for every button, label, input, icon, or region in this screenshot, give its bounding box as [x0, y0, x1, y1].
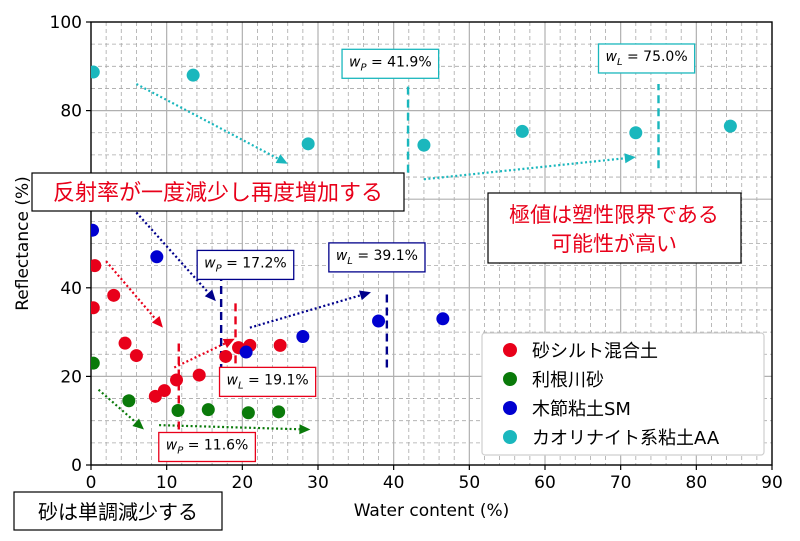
- y-tick-label: 100: [50, 13, 82, 33]
- y-tick-label: 40: [60, 279, 82, 299]
- data-point: [91, 65, 100, 79]
- data-point: [301, 137, 315, 151]
- data-point: [239, 345, 253, 359]
- x-tick-label: 70: [610, 473, 632, 493]
- trend-arrow: [249, 290, 371, 329]
- annotation-extremum-line-2: 可能性が高い: [551, 232, 677, 256]
- limit-labels: wP = 11.6% wL = 19.1% wP = 17.2% wL = 39.1%…: [158, 43, 696, 463]
- data-point: [192, 368, 206, 382]
- data-point: [171, 404, 185, 418]
- limit-label: wL = 39.1%: [328, 242, 426, 273]
- y-axis-label: Reflectance (%): [13, 176, 33, 311]
- data-point: [436, 312, 450, 326]
- annotation-trend-text: 反射率が一度減少し再度増加する: [53, 181, 383, 206]
- data-point: [372, 314, 386, 328]
- trend-arrows: [97, 83, 636, 435]
- data-point: [629, 126, 643, 140]
- data-point: [241, 406, 255, 420]
- data-point: [157, 384, 171, 398]
- x-tick-label: 10: [156, 473, 178, 493]
- x-tick-label: 50: [459, 473, 481, 493]
- data-point: [417, 138, 431, 152]
- data-point: [91, 223, 100, 237]
- legend-label: 砂シルト混合土: [532, 341, 658, 362]
- data-points: [91, 65, 737, 420]
- svg-text:wL = 39.1%: wL = 39.1%: [336, 248, 418, 267]
- svg-text:wP = 11.6%: wP = 11.6%: [166, 437, 249, 456]
- legend-item: 砂シルト混合土: [503, 341, 658, 362]
- legend-box: [481, 332, 765, 456]
- x-tick-label: 60: [534, 473, 556, 493]
- data-point: [118, 336, 132, 350]
- data-point: [122, 394, 136, 408]
- legend-marker: [503, 401, 517, 415]
- x-tick-label: 90: [761, 473, 783, 493]
- limit-label: wL = 19.1%: [218, 366, 317, 398]
- limit-label: wP = 11.6%: [158, 431, 257, 463]
- trend-arrow: [97, 388, 144, 430]
- annotation-box-sand: 砂は単調減少する: [13, 491, 223, 531]
- data-point: [219, 349, 233, 363]
- x-tick-label: 40: [383, 473, 405, 493]
- plot-border: [90, 21, 773, 466]
- x-tick-label: 30: [307, 473, 329, 493]
- trend-arrow: [135, 211, 216, 302]
- legend-label: カオリナイト系粘土AA: [532, 428, 720, 449]
- data-point: [273, 338, 287, 352]
- svg-text:wP = 41.9%: wP = 41.9%: [349, 54, 432, 73]
- data-point: [186, 68, 200, 82]
- legend-marker: [503, 372, 517, 386]
- data-point: [129, 349, 143, 363]
- x-axis-label: Water content (%): [354, 501, 510, 521]
- y-tick-label: 0: [71, 456, 82, 476]
- trend-arrow: [105, 260, 163, 328]
- data-point: [296, 330, 310, 344]
- annotation-extremum-line-1: 極値は塑性限界である: [509, 203, 719, 227]
- trend-arrow: [159, 424, 311, 435]
- x-tick-label: 80: [686, 473, 708, 493]
- legend-marker: [503, 430, 517, 444]
- legend-item: 木節粘土SM: [503, 399, 631, 420]
- data-point: [201, 403, 215, 417]
- trend-arrow: [173, 338, 235, 369]
- data-point: [91, 301, 100, 315]
- limit-label: wL = 75.0%: [597, 43, 696, 74]
- data-point: [723, 119, 737, 133]
- data-point: [272, 405, 286, 419]
- y-tick-label: 80: [60, 102, 82, 122]
- data-point: [515, 124, 529, 138]
- x-tick-label: 20: [232, 473, 254, 493]
- annotation-sand-text: 砂は単調減少する: [38, 500, 198, 524]
- svg-text:wL = 75.0%: wL = 75.0%: [606, 49, 688, 68]
- svg-text:wP = 17.2%: wP = 17.2%: [204, 255, 287, 274]
- legend-label: 木節粘土SM: [532, 399, 631, 420]
- legend-item: カオリナイト系粘土AA: [503, 428, 720, 449]
- limit-label: wP = 41.9%: [341, 48, 440, 79]
- x-tick-label: 0: [86, 473, 97, 493]
- data-point: [170, 373, 184, 387]
- data-point: [150, 250, 164, 264]
- svg-text:wL = 19.1%: wL = 19.1%: [227, 372, 309, 391]
- limit-label: wP = 17.2%: [196, 249, 295, 281]
- annotation-box-extremum: 極値は塑性限界である 可能性が高い: [487, 192, 742, 264]
- legend-item: 利根川砂: [503, 370, 604, 391]
- data-point: [91, 259, 102, 273]
- y-tick-label: 20: [60, 367, 82, 387]
- trend-arrow: [423, 153, 636, 181]
- plot-frame: [90, 21, 773, 466]
- legend-marker: [503, 343, 517, 357]
- annotation-box-trend: 反射率が一度減少し再度増加する: [31, 172, 405, 212]
- axes: Water content (%) Reflectance (%) 0 10 20 3…: [13, 13, 783, 521]
- trend-arrow: [135, 83, 288, 164]
- data-point: [91, 356, 100, 370]
- data-point: [107, 288, 121, 302]
- legend-label: 利根川砂: [532, 370, 604, 391]
